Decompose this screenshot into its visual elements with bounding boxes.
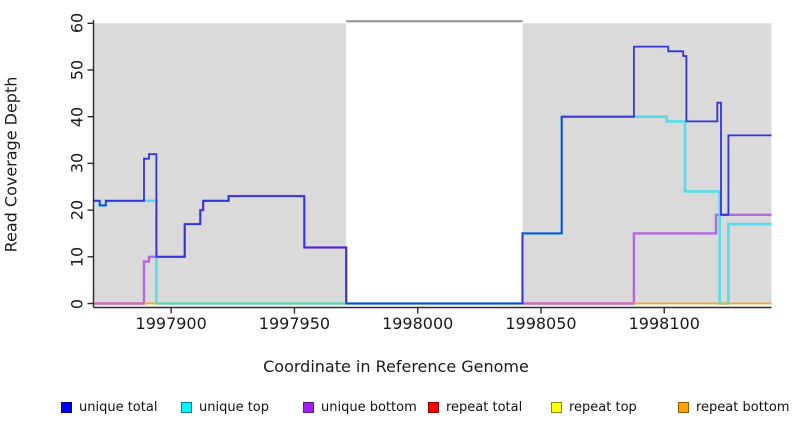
x-tick-label-1998100: 1998100 xyxy=(628,314,700,333)
series-unique-total-line xyxy=(93,45,772,305)
legend-label: unique bottom xyxy=(321,399,417,415)
y-tick-label-0: 0 xyxy=(67,298,87,309)
legend-item-unique-total: unique total xyxy=(61,398,157,416)
y-axis-title: Read Coverage Depth xyxy=(1,76,21,253)
legend-swatch-icon xyxy=(678,401,689,413)
x-tick-label-1997900: 1997900 xyxy=(135,314,207,333)
y-tick-label-50: 50 xyxy=(67,59,87,81)
legend-label: unique top xyxy=(199,399,270,415)
y-tick-label-30: 30 xyxy=(67,153,87,174)
legend-label: repeat total xyxy=(446,399,523,415)
y-tick-label-40: 40 xyxy=(67,106,87,127)
y-tick-label-60: 60 xyxy=(67,13,87,34)
legend-label: repeat top xyxy=(569,399,637,415)
legend-item-repeat-bottom: repeat bottom xyxy=(678,398,790,416)
x-tick-label-1998050: 1998050 xyxy=(505,314,577,333)
shaded-region-1 xyxy=(93,23,347,305)
legend-swatch-icon xyxy=(551,401,562,413)
y-tick-label-20: 20 xyxy=(67,199,87,221)
legend-item-repeat-top: repeat top xyxy=(551,398,637,416)
legend-label: unique total xyxy=(79,399,158,415)
x-tick-label-1998000: 1998000 xyxy=(382,314,454,333)
legend-swatch-icon xyxy=(61,401,72,413)
legend-swatch-icon xyxy=(303,401,314,413)
legend-swatch-icon xyxy=(181,401,192,413)
x-tick-label-1997950: 1997950 xyxy=(258,314,331,333)
shaded-region-2 xyxy=(522,23,772,305)
y-tick-label-10: 10 xyxy=(67,246,87,267)
legend-item-unique-bottom: unique bottom xyxy=(303,398,417,416)
legend-item-repeat-total: repeat total xyxy=(428,398,522,416)
legend-item-unique-top: unique top xyxy=(181,398,269,416)
legend-swatch-icon xyxy=(428,401,439,413)
x-axis-title: Coordinate in Reference Genome xyxy=(263,357,529,376)
legend: unique total unique top unique bottom repea… xyxy=(0,398,792,418)
legend-label: repeat bottom xyxy=(696,399,790,415)
